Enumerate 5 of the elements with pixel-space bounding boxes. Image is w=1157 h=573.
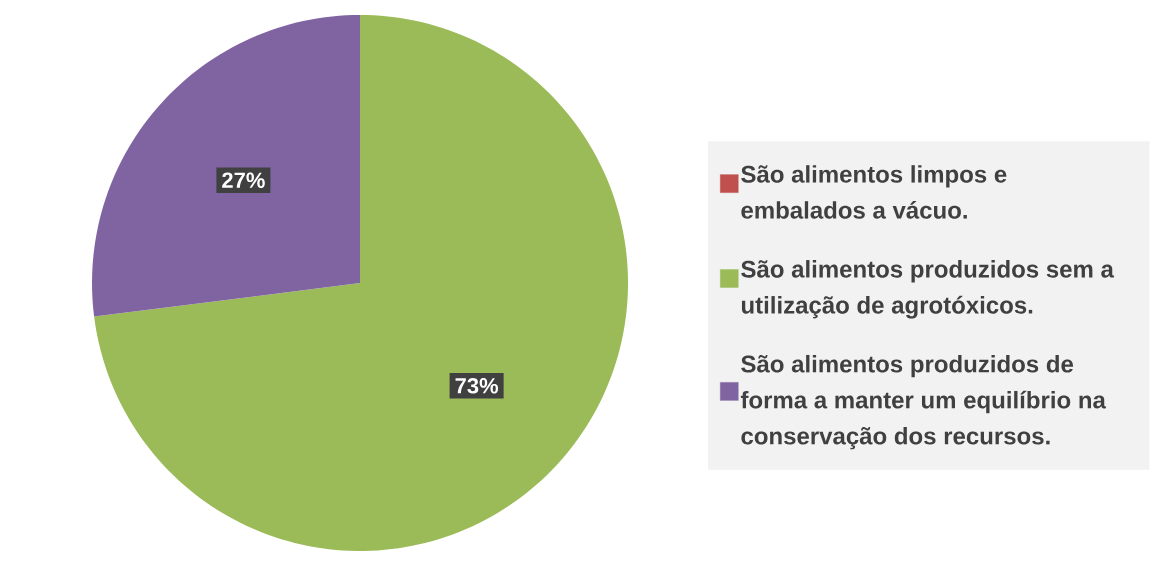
legend-label: São alimentos produzidos sem a utilização de agrotóxicos. — [741, 260, 1115, 319]
legend-label: São alimentos limpos e embalados a vácuo. — [741, 165, 1007, 219]
legend-label: São alimentos produzidos de forma a manter um equilíbrio na conservação dos recursos. — [740, 354, 1107, 450]
data-label: 73% — [455, 377, 499, 394]
data-label: 27% — [222, 172, 265, 188]
